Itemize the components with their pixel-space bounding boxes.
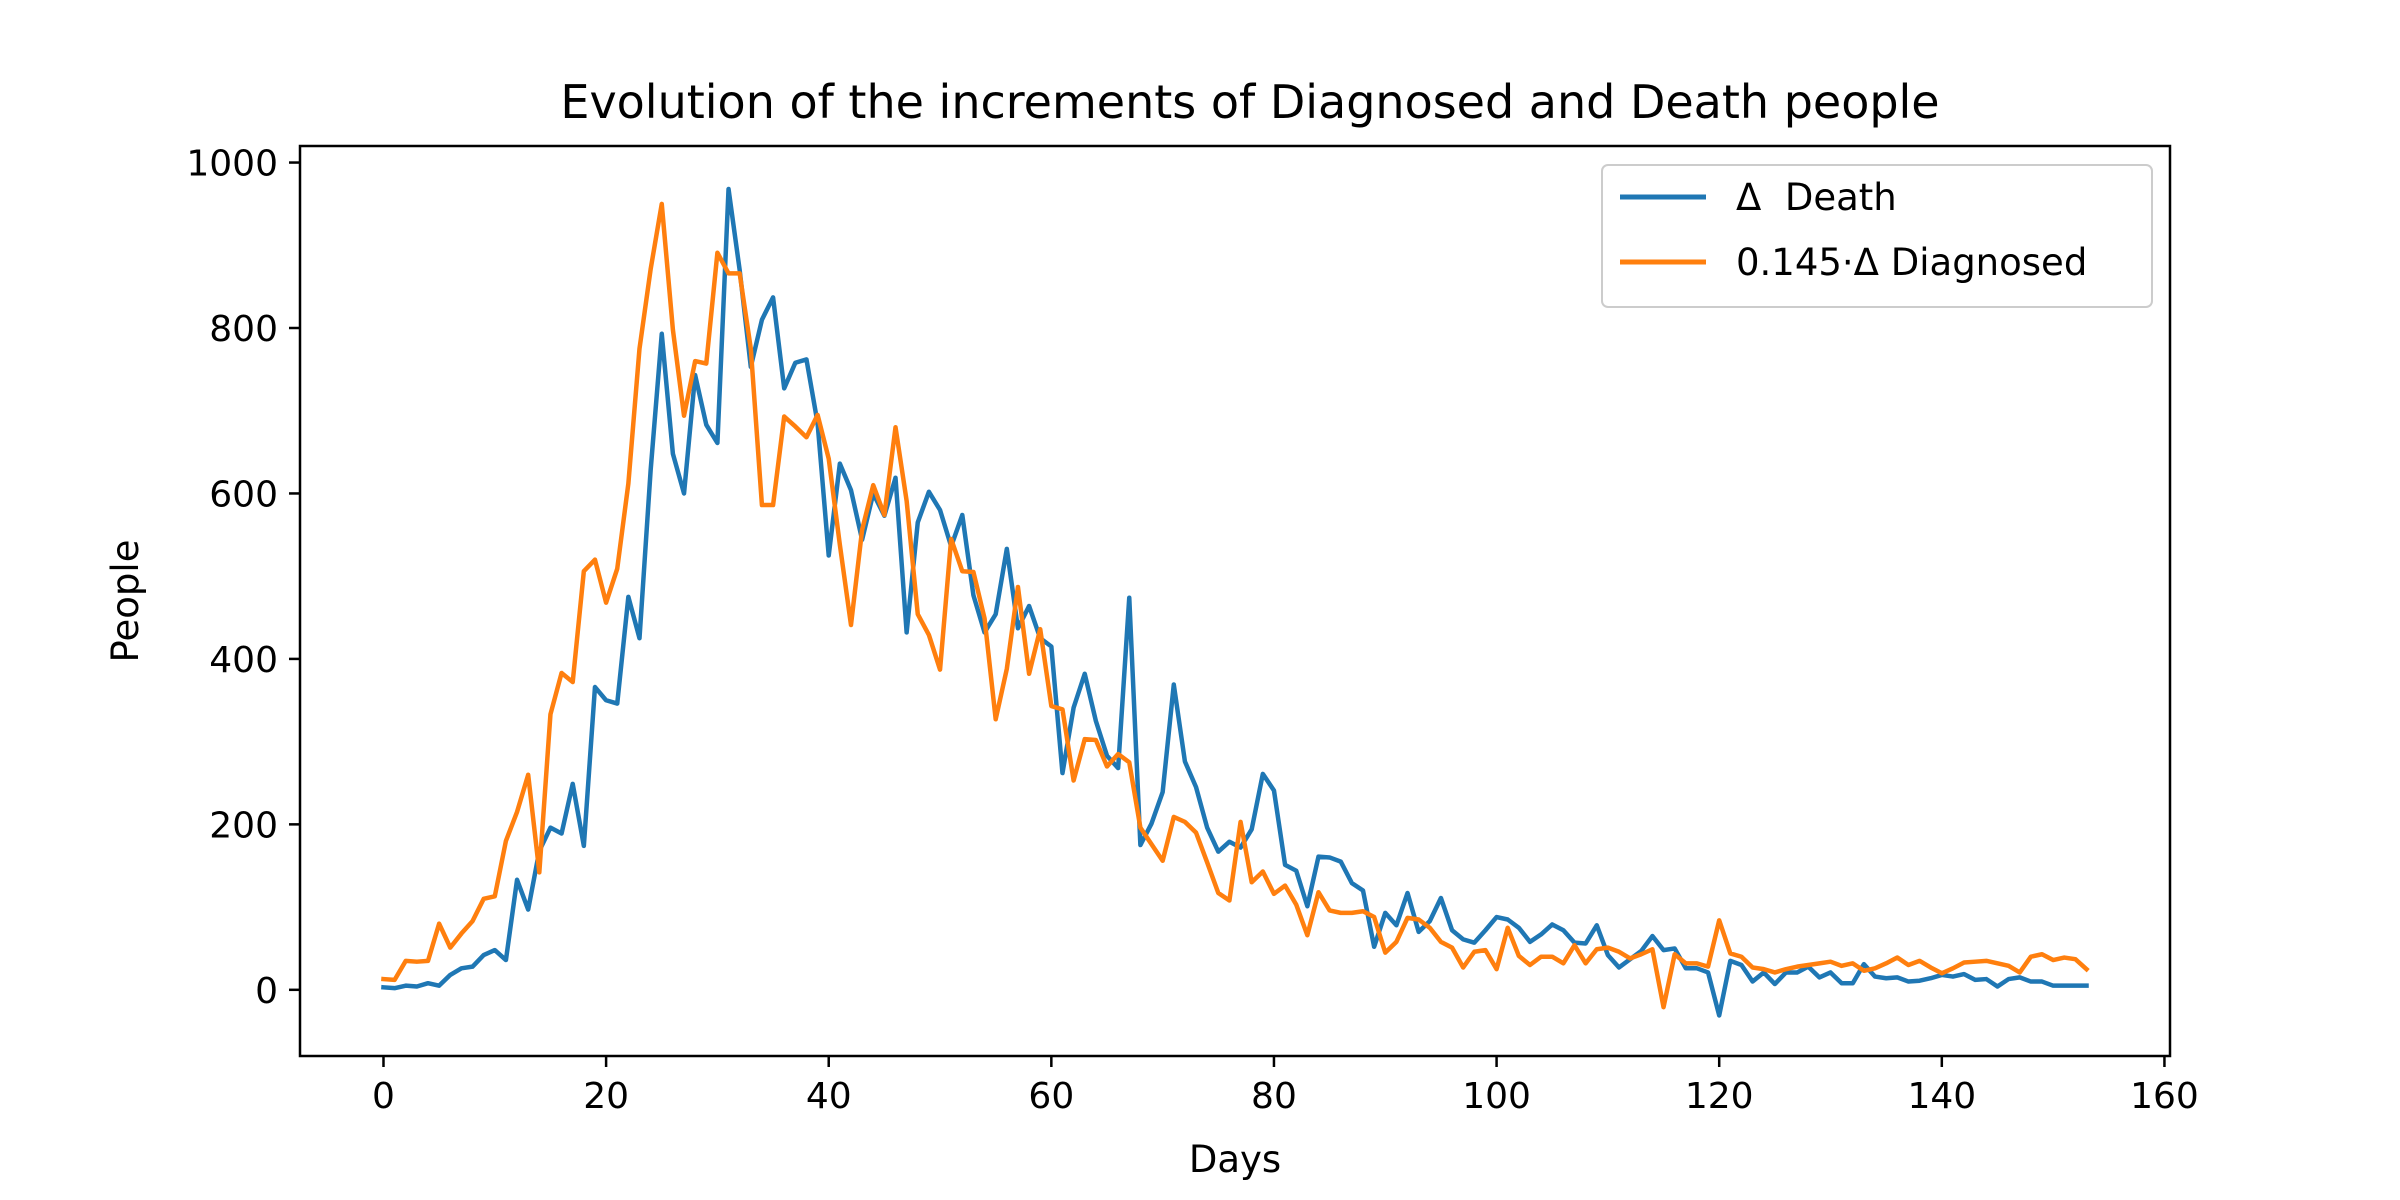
y-tick-label: 400 <box>209 640 278 681</box>
legend-label-diagnosed: 0.145·Δ Diagnosed <box>1736 241 2087 284</box>
chart-title: Evolution of the increments of Diagnosed… <box>560 75 1939 129</box>
x-axis-title: Days <box>1189 1138 1281 1181</box>
x-tick-label: 0 <box>372 1076 395 1117</box>
x-tick-label: 40 <box>806 1076 852 1117</box>
plot-area-frame <box>298 144 2172 1058</box>
legend-label-death: Δ Death <box>1736 176 1897 219</box>
x-tick-label: 120 <box>1685 1076 1754 1117</box>
y-tick-label: 0 <box>255 971 278 1012</box>
y-axis-title: People <box>104 540 147 663</box>
x-tick-label: 20 <box>583 1076 629 1117</box>
y-tick-label: 1000 <box>186 144 278 185</box>
y-tick-label: 800 <box>209 309 278 350</box>
legend-box <box>1601 164 2153 308</box>
y-tick-label: 200 <box>209 805 278 846</box>
series-line-diagnosed <box>381 201 2090 1010</box>
x-tick-label: 140 <box>1907 1076 1976 1117</box>
x-tick-label: 160 <box>2130 1076 2199 1117</box>
x-tick-label: 80 <box>1251 1076 1297 1117</box>
y-tick-label: 600 <box>209 474 278 515</box>
series-layer <box>381 186 2090 1018</box>
x-tick-label: 100 <box>1462 1076 1531 1117</box>
y-axis: 0 200 400 600 800 1000 <box>186 144 300 1012</box>
series-line-death <box>381 186 2089 1018</box>
x-axis: 0 20 40 60 80 100 120 140 160 <box>372 1056 2199 1117</box>
x-tick-label: 60 <box>1028 1076 1074 1117</box>
legend: Δ Death 0.145·Δ Diagnosed <box>1601 164 2153 308</box>
